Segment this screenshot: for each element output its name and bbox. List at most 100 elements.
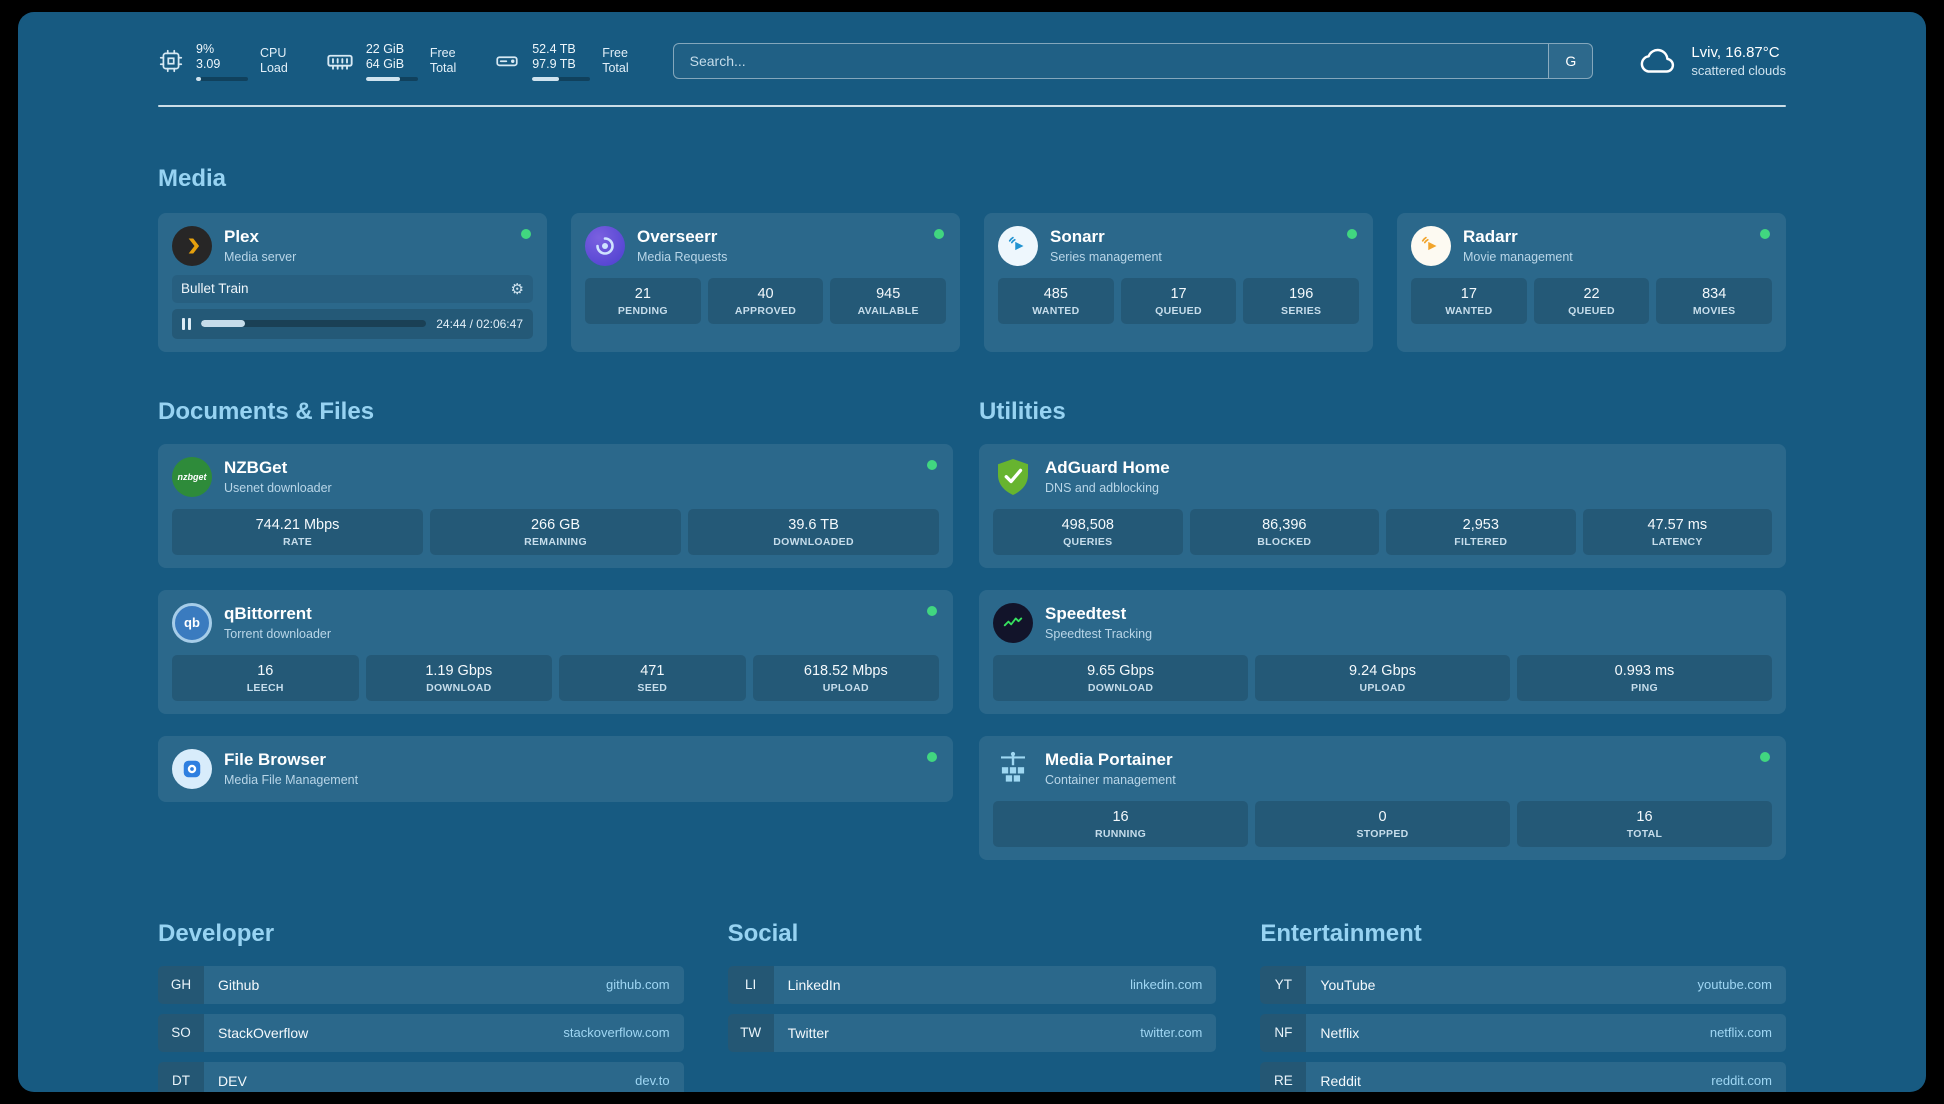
portainer-icon — [993, 749, 1033, 789]
progress-bar[interactable] — [201, 320, 427, 327]
bookmark-abbr: NF — [1260, 1013, 1307, 1052]
system-stats: 9% 3.09 CPU Load 22 GiB — [158, 42, 629, 81]
app-card-nzbget[interactable]: nzbget NZBGet Usenet downloader 744.21 M… — [158, 443, 954, 568]
stat-series: 196 SERIES — [1243, 277, 1360, 324]
app-subtitle: Series management — [1050, 250, 1162, 264]
bookmark-youtube[interactable]: YT YouTube youtube.com — [1260, 965, 1786, 1004]
status-indicator — [934, 228, 944, 239]
status-indicator — [1347, 228, 1357, 239]
cpu-label-2: Load — [260, 61, 288, 76]
utilities-section: Utilities AdGuard Home DNS and adblockin… — [979, 352, 1786, 860]
app-subtitle: Torrent downloader — [224, 627, 332, 641]
stat-approved: 40 APPROVED — [707, 277, 824, 324]
bookmark-stackoverflow[interactable]: SO StackOverflow stackoverflow.com — [158, 1013, 684, 1052]
stat-rate: 744.21 Mbps RATE — [172, 508, 424, 555]
stat-movies: 834 MOVIES — [1656, 277, 1773, 324]
stat-download: 1.19 Gbps DOWNLOAD — [365, 654, 553, 701]
app-subtitle: Speedtest Tracking — [1045, 627, 1153, 641]
pause-button[interactable] — [182, 317, 191, 330]
radarr-icon — [1411, 225, 1451, 266]
bookmark-name: StackOverflow — [218, 1024, 309, 1041]
app-subtitle: Media Requests — [637, 250, 728, 264]
stat-downloaded: 39.6 TB DOWNLOADED — [688, 508, 940, 555]
app-subtitle: Media File Management — [224, 773, 359, 787]
app-card-sonarr[interactable]: Sonarr Series management 485 WANTED 17 QUE… — [984, 212, 1373, 352]
bookmark-url: linkedin.com — [1130, 977, 1203, 992]
status-indicator — [1760, 751, 1770, 762]
bookmark-twitter[interactable]: TW Twitter twitter.com — [727, 1013, 1217, 1052]
bookmark-name: LinkedIn — [787, 976, 841, 993]
app-name: Radarr — [1463, 227, 1518, 246]
app-card-adguard[interactable]: AdGuard Home DNS and adblocking 498,508 Q… — [979, 443, 1786, 568]
playback-time: 24:44 / 02:06:47 — [436, 316, 523, 331]
section-title-documents: Documents & Files — [158, 397, 375, 425]
bookmark-abbr: DT — [158, 1061, 204, 1092]
weather-location: Lviv, 16.87°C — [1691, 44, 1780, 62]
bookmark-group-developer: Developer GH Github github.com SO StackO… — [158, 920, 684, 1092]
stat-download: 9.65 Gbps DOWNLOAD — [993, 654, 1249, 701]
bookmark-dev[interactable]: DT DEV dev.to — [158, 1061, 684, 1092]
bookmark-url: twitter.com — [1140, 1025, 1203, 1040]
bookmark-linkedin[interactable]: LI LinkedIn linkedin.com — [727, 965, 1217, 1004]
app-card-radarr[interactable]: Radarr Movie management 17 WANTED 22 QUEUE… — [1397, 212, 1786, 352]
disk-widget: 52.4 TB 97.9 TB Free Total — [494, 42, 629, 81]
bookmark-url: dev.to — [635, 1073, 670, 1088]
bookmark-abbr: TW — [727, 1013, 774, 1052]
app-name: NZBGet — [224, 458, 288, 477]
adguard-icon — [993, 457, 1033, 497]
stat-remaining: 266 GB REMAINING — [430, 508, 682, 555]
stat-stopped: 0 STOPPED — [1255, 800, 1510, 847]
app-name: Speedtest — [1045, 604, 1127, 623]
search-engine-button[interactable]: G — [1548, 44, 1593, 79]
gear-icon[interactable]: ⚙ — [510, 280, 524, 298]
app-subtitle: Container management — [1045, 773, 1176, 787]
app-subtitle: Movie management — [1463, 250, 1573, 264]
app-card-speedtest[interactable]: Speedtest Speedtest Tracking 9.65 Gbps DO… — [979, 589, 1786, 714]
cpu-bar — [196, 76, 248, 81]
section-title-social: Social — [727, 919, 799, 947]
bookmark-group-entertainment: Entertainment YT YouTube youtube.com NF … — [1260, 919, 1786, 1092]
memory-label-1: Free — [429, 46, 456, 60]
bookmark-name: Netflix — [1320, 1024, 1360, 1041]
bookmark-url: stackoverflow.com — [563, 1025, 670, 1040]
disk-label-2: Total — [602, 61, 629, 76]
stat-wanted: 17 WANTED — [1411, 277, 1527, 324]
app-card-portainer[interactable]: Media Portainer Container management 16 R… — [979, 735, 1786, 860]
weather-cloud-icon — [1641, 49, 1675, 73]
section-title-utilities: Utilities — [979, 397, 1066, 425]
bookmark-url: youtube.com — [1697, 977, 1772, 992]
app-subtitle: Media server — [224, 250, 297, 264]
app-card-qbittorrent[interactable]: qb qBittorrent Torrent downloader 16 LEEC… — [158, 589, 954, 714]
stat-queries: 498,508 QUERIES — [993, 508, 1183, 555]
bookmark-url: github.com — [606, 977, 670, 992]
app-name: Plex — [224, 227, 259, 246]
top-bar: 9% 3.09 CPU Load 22 GiB — [158, 12, 1786, 105]
weather-widget: Lviv, 16.87°C scattered clouds — [1637, 44, 1786, 78]
memory-widget: 22 GiB 64 GiB Free Total — [326, 42, 456, 81]
app-name: Sonarr — [1050, 227, 1105, 246]
app-card-overseerr[interactable]: Overseerr Media Requests 21 PENDING 40 APP… — [571, 212, 960, 352]
bookmark-group-social: Social LI LinkedIn linkedin.com TW Twitt… — [727, 919, 1217, 1093]
section-title-entertainment: Entertainment — [1260, 919, 1422, 947]
status-indicator — [927, 751, 938, 762]
stat-latency: 47.57 ms LATENCY — [1582, 508, 1773, 555]
app-name: Overseerr — [637, 227, 718, 246]
cpu-icon — [159, 50, 183, 73]
bookmark-url: reddit.com — [1711, 1073, 1772, 1088]
app-card-plex[interactable]: Plex Media server Bullet Train ⚙ 24:44 /… — [158, 212, 547, 352]
app-name: File Browser — [224, 750, 327, 769]
bookmark-netflix[interactable]: NF Netflix netflix.com — [1260, 1013, 1786, 1052]
search-input[interactable] — [673, 44, 1549, 79]
bookmark-abbr: GH — [158, 965, 204, 1004]
header-divider — [158, 104, 1786, 107]
bookmark-abbr: RE — [1260, 1061, 1307, 1092]
bookmark-abbr: YT — [1260, 965, 1307, 1004]
media-section: Plex Media server Bullet Train ⚙ 24:44 /… — [158, 212, 1786, 352]
overseerr-icon — [585, 225, 625, 266]
bookmark-github[interactable]: GH Github github.com — [158, 965, 684, 1004]
stat-blocked: 86,396 BLOCKED — [1189, 508, 1380, 555]
nzbget-icon: nzbget — [172, 456, 212, 497]
cpu-percent: 9% — [196, 42, 215, 56]
bookmark-reddit[interactable]: RE Reddit reddit.com — [1260, 1061, 1786, 1092]
app-card-filebrowser[interactable]: File Browser Media File Management — [158, 735, 954, 802]
